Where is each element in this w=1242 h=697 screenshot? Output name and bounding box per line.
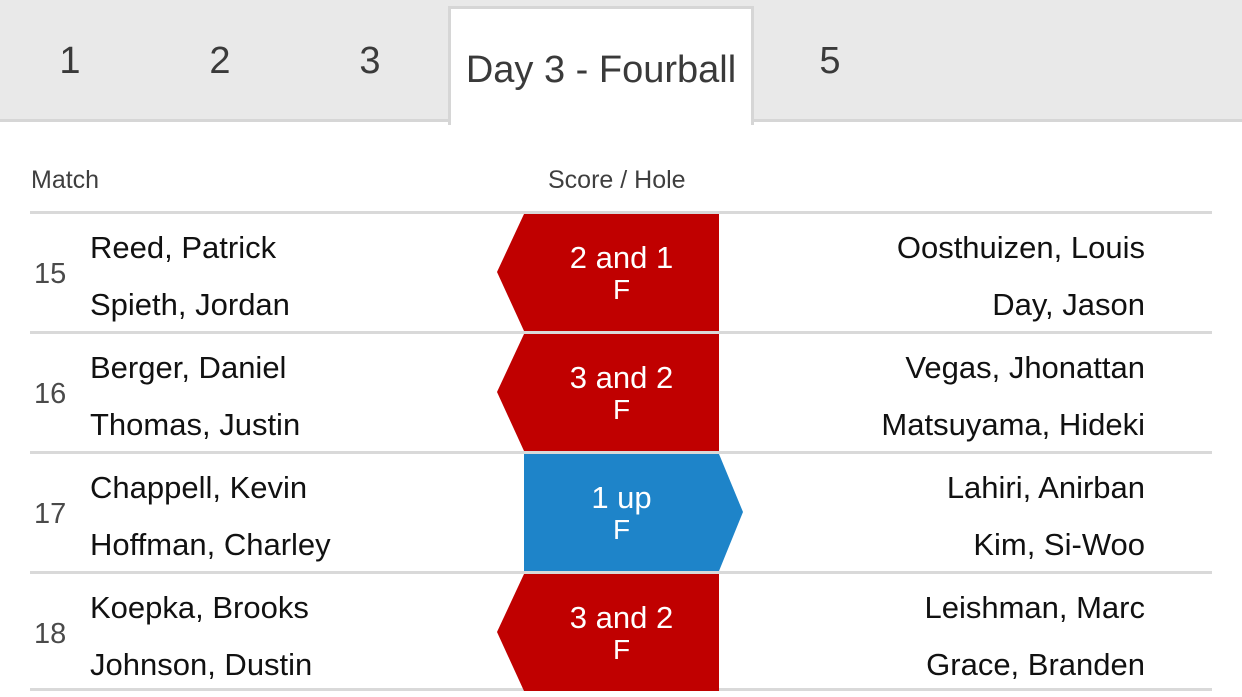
score-badge-left-win: 2 and 1 F [497, 214, 719, 331]
right-player-1: Lahiri, Anirban [946, 470, 1145, 505]
tab-1[interactable]: 1 [59, 39, 81, 82]
right-player-1: Vegas, Jhonattan [905, 350, 1145, 385]
right-player-2: Day, Jason [992, 287, 1145, 322]
match-number: 18 [34, 618, 67, 650]
left-player-1: Reed, Patrick [90, 230, 277, 265]
match-hole: F [612, 513, 631, 545]
left-player-1: Koepka, Brooks [90, 590, 309, 625]
tab-3[interactable]: 3 [359, 39, 381, 82]
match-row[interactable]: 16 Berger, Daniel Thomas, Justin 3 and 2… [30, 331, 1212, 451]
left-player-2: Hoffman, Charley [90, 527, 331, 562]
match-number: 17 [34, 498, 67, 530]
match-row[interactable]: 15 Reed, Patrick Spieth, Jordan 2 and 1 … [30, 211, 1212, 331]
match-score: 2 and 1 [569, 239, 674, 275]
match-column-header: Match [31, 166, 100, 194]
left-player-2: Johnson, Dustin [90, 647, 313, 682]
left-player-2: Thomas, Justin [90, 407, 301, 442]
score-hole-column-header: Score / Hole [548, 166, 686, 194]
match-number: 15 [34, 258, 67, 290]
match-score: 1 up [591, 479, 652, 515]
right-player-2: Kim, Si-Woo [973, 527, 1145, 562]
tab-bar: 1 2 3 Day 3 - Fourball 5 [0, 0, 1242, 125]
right-player-1: Leishman, Marc [924, 590, 1145, 625]
score-badge-left-win: 3 and 2 F [497, 574, 719, 691]
score-badge-right-win: 1 up F [524, 454, 743, 571]
tab-5[interactable]: 5 [819, 39, 841, 82]
right-player-1: Oosthuizen, Louis [896, 230, 1145, 265]
tab-2[interactable]: 2 [209, 39, 231, 82]
match-row[interactable]: 18 Koepka, Brooks Johnson, Dustin 3 and … [30, 571, 1212, 691]
score-badge-left-win: 3 and 2 F [497, 334, 719, 451]
right-player-2: Grace, Branden [926, 647, 1145, 682]
match-score: 3 and 2 [569, 359, 674, 395]
right-player-2: Matsuyama, Hideki [881, 407, 1145, 442]
left-player-2: Spieth, Jordan [90, 287, 290, 322]
tab-day-3-fourball[interactable]: Day 3 - Fourball [448, 6, 754, 125]
match-hole: F [612, 633, 631, 665]
match-number: 16 [34, 378, 67, 410]
match-hole: F [612, 393, 631, 425]
match-hole: F [612, 273, 631, 305]
left-player-1: Berger, Daniel [90, 350, 287, 385]
match-row[interactable]: 17 Chappell, Kevin Hoffman, Charley 1 up… [30, 451, 1212, 571]
match-score: 3 and 2 [569, 599, 674, 635]
left-player-1: Chappell, Kevin [90, 470, 308, 505]
